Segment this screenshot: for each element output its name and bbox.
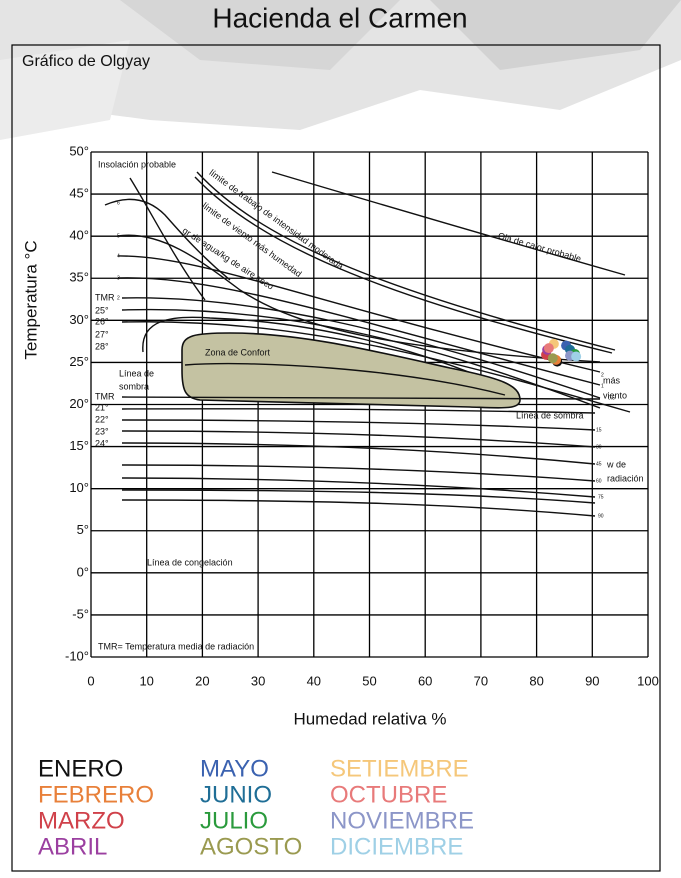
legend-entry: SETIEMBRE [330,755,469,782]
point [543,343,554,354]
points [541,338,582,367]
x-tick-label: 80 [529,673,543,688]
x-tick-label: 100 [637,673,659,688]
y-tick-label: 20° [69,396,89,411]
x-tick-label: 20 [195,673,209,688]
x-axis-label: Humedad relativa % [293,709,446,728]
annotation: 15 [596,427,602,433]
annotation: 27° [95,329,109,339]
x-tick-label: 30 [251,673,265,688]
annotation: Zona de Confort [205,347,271,357]
y-axis-label: Temperatura °C [21,240,40,359]
y-tick-label: 0° [77,564,89,579]
curves [104,171,631,517]
annotation: 5 [117,233,120,239]
annotation: más [603,375,621,385]
x-tick-label: 40 [307,673,321,688]
y-tick-label: -10° [65,648,89,663]
legend-entry: JULIO [200,807,268,834]
annotation: Línea de [119,368,154,378]
legend-entry: ENERO [38,755,123,782]
legend-entry: NOVIEMBRE [330,807,474,834]
point [547,353,558,364]
annotation: 6 [117,200,120,206]
annotation: 25° [95,305,109,315]
annotation: 24° [95,438,109,448]
annotation: 90 [598,513,604,519]
annotation: Línea de congelación [147,557,233,567]
annotation: 26° [95,316,109,326]
legend-entry: JUNIO [200,781,272,808]
annotation: 2 [601,372,604,378]
x-tick-label: 50 [362,673,376,688]
y-tick-label: 5° [77,522,89,537]
annotation: 2 [117,295,120,301]
y-tick-label: 10° [69,480,89,495]
y-tick-label: 35° [69,270,89,285]
legend-entry: DICIEMBRE [330,833,463,860]
legend-entry: ABRIL [38,833,107,860]
y-tick-label: -5° [72,606,89,621]
annotation: TMR [95,391,115,401]
legend-entry: FEBRERO [38,781,154,808]
y-tick-label: 15° [69,438,89,453]
chart-subtitle: Gráfico de Olgyay [22,53,150,70]
annotation: 75 [598,494,604,500]
point [571,351,582,362]
annotation: Insolación probable [98,159,176,169]
y-tick-label: 40° [69,228,89,243]
annotation: 4 [117,253,120,259]
x-tick-label: 60 [418,673,432,688]
annotation: 21° [95,402,109,412]
annotation: w de [606,459,626,469]
legend-entry: AGOSTO [200,833,302,860]
annotation: Línea de sombra [516,410,584,420]
x-tick-label: 0 [87,673,94,688]
x-tick-label: 70 [474,673,488,688]
annotation: 0.5 [608,395,615,401]
annotation: 3 [117,275,120,281]
frame [11,44,661,872]
grid: 50° 45° 40° 35° 30° 25° 20° 15° 10° 5° 0° -5° -10° 0 1… [65,143,659,688]
annotation: 30 [596,444,602,450]
annotation: 45 [596,461,602,467]
annotation: viento [603,390,627,400]
annotation: TMR [95,292,115,302]
annotation: sombra [119,381,149,391]
x-tick-label: 90 [585,673,599,688]
annotation: 60 [596,478,602,484]
annotation: 1 [601,383,604,389]
background [0,0,681,140]
legend-entry: MARZO [38,807,125,834]
legend-entry: OCTUBRE [330,781,447,808]
y-tick-label: 30° [69,312,89,327]
annotation: TMR= Temperatura media de radiación [98,641,254,651]
legend-entry: MAYO [200,755,269,782]
annotation: radiación [607,473,644,483]
y-tick-label: 25° [69,354,89,369]
annotation: 28° [95,341,109,351]
y-tick-label: 50° [69,143,89,158]
y-tick-label: 45° [69,186,89,201]
annotation: 22° [95,414,109,424]
x-tick-label: 10 [139,673,153,688]
chart-title: Hacienda el Carmen [212,2,467,33]
annotation: 23° [95,426,109,436]
